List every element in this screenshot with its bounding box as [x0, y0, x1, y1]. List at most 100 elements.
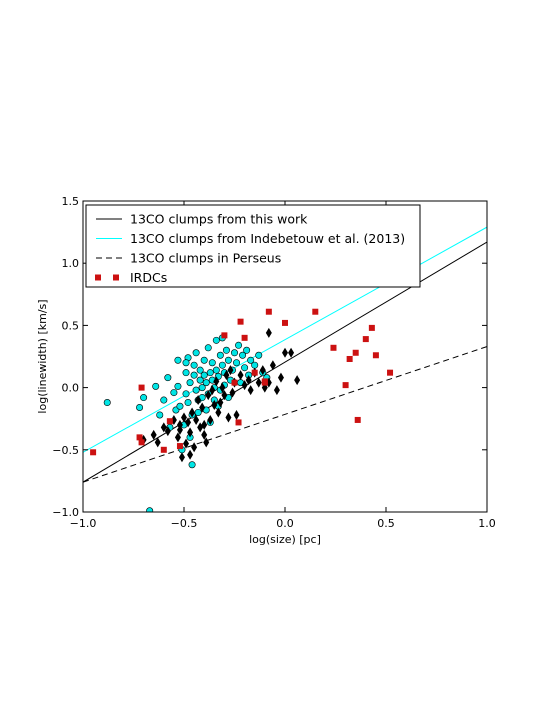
cyan-circle-point — [192, 349, 200, 357]
cyan-circle-point — [140, 394, 148, 402]
black-diamond-point — [213, 376, 220, 387]
y-tick-label: −0.5 — [52, 444, 79, 457]
black-diamond-point — [191, 442, 198, 453]
x-tick-label: −1.0 — [70, 517, 97, 530]
irdc-square-point — [282, 319, 288, 326]
cyan-circle-point — [222, 346, 230, 354]
legend-label: 13CO clumps in Perseus — [130, 251, 281, 266]
cyan-circle-point — [251, 361, 259, 369]
black-diamond-point — [176, 424, 183, 435]
irdc-square-point — [160, 446, 167, 453]
y-tick-label: 0.5 — [62, 319, 80, 332]
black-diamond-point — [160, 422, 167, 433]
black-diamond-point — [269, 360, 276, 371]
x-tick-label: 0.0 — [276, 517, 294, 530]
irdc-square-point — [237, 318, 244, 325]
black-diamond-point — [277, 372, 284, 383]
black-diamond-point — [241, 380, 248, 391]
legend-label: IRDCs — [130, 270, 167, 285]
black-diamond-point — [233, 409, 240, 420]
cyan-circle-point — [208, 359, 216, 367]
black-diamond-point — [282, 347, 288, 358]
cyan-circle-point — [198, 384, 206, 392]
data-points — [90, 308, 394, 512]
cyan-circle-point — [174, 356, 182, 364]
cyan-circle-point — [176, 402, 184, 410]
legend-label: 13CO clumps from this work — [130, 212, 308, 227]
cyan-circle-point — [247, 356, 255, 364]
black-diamond-point — [229, 387, 236, 398]
irdc-square-point — [166, 418, 173, 425]
cyan-circle-point — [231, 349, 239, 357]
cyan-circle-point — [255, 351, 263, 359]
cyan-circle-point — [152, 382, 160, 390]
cyan-circle-point — [212, 366, 220, 374]
cyan-circle-point — [146, 507, 154, 512]
irdc-square-point — [265, 308, 272, 315]
black-diamond-point — [187, 449, 194, 460]
irdc-square-point — [221, 332, 228, 339]
black-diamond-point — [193, 414, 200, 425]
black-diamond-point — [227, 365, 234, 376]
legend-label: 13CO clumps from Indebetouw et al. (2013… — [130, 231, 405, 246]
irdc-square-point — [354, 416, 361, 423]
irdc-square-point — [176, 443, 183, 450]
black-diamond-point — [215, 407, 222, 418]
cyan-circle-point — [188, 461, 196, 469]
black-diamond-point — [288, 347, 295, 358]
x-tick-label: 0.5 — [377, 517, 395, 530]
irdc-square-point — [362, 336, 369, 343]
cyan-circle-point — [136, 404, 144, 412]
black-diamond-point — [273, 385, 280, 396]
black-diamond-point — [201, 419, 208, 430]
irdc-square-point — [231, 379, 238, 386]
irdc-square-point — [330, 344, 337, 351]
black-diamond-point — [207, 414, 214, 425]
cyan-circle-point — [164, 374, 172, 382]
irdc-square-point — [372, 352, 379, 359]
black-diamond-point — [185, 417, 192, 428]
axis-ticks: −1.0 −0.5 0.0 0.5 1.0 −1.0 −0.5 0.0 0.5 1.0 1.5 — [52, 195, 495, 530]
cyan-circle-point — [194, 408, 202, 416]
irdc-square-point — [235, 419, 242, 426]
y-axis-label: log(linewidth) [km/s] — [36, 299, 49, 413]
cyan-circle-point — [190, 361, 198, 369]
black-diamond-point — [164, 426, 171, 437]
black-diamond-point — [209, 385, 216, 396]
cyan-circle-point — [241, 364, 249, 372]
cyan-circle-point — [243, 346, 251, 354]
cyan-circle-point — [235, 341, 243, 349]
cyan-circle-point — [200, 371, 208, 379]
black-diamond-point — [211, 400, 218, 411]
black-diamond-point — [203, 437, 210, 448]
cyan-circle-point — [196, 366, 204, 374]
cyan-circle-point — [182, 359, 190, 367]
black-diamond-point — [217, 397, 224, 408]
cyan-circle-point — [192, 386, 200, 394]
x-axis-label: log(size) [pc] — [249, 533, 321, 546]
black-diamond-point — [255, 377, 262, 388]
cyan-circle-point — [200, 356, 208, 364]
black-diamond-point — [205, 390, 212, 401]
cyan-circle-point — [160, 396, 168, 404]
black-diamond-point — [219, 382, 226, 393]
black-diamond-point — [259, 365, 266, 376]
black-diamond-point — [237, 370, 244, 381]
x-tick-label: 1.0 — [478, 517, 496, 530]
black-diamond-point — [294, 375, 301, 386]
black-diamond-point — [150, 429, 157, 440]
irdc-square-point — [138, 384, 145, 391]
cyan-circle-point — [186, 379, 194, 387]
irdc-square-point — [346, 355, 353, 362]
cyan-circle-point — [103, 399, 111, 407]
cyan-circle-point — [190, 371, 198, 379]
black-diamond-point — [245, 375, 252, 386]
cyan-circle-point — [204, 344, 212, 352]
irdc-square-point — [387, 369, 394, 376]
black-diamond-point — [223, 370, 230, 381]
irdc-square-point — [342, 382, 349, 389]
cyan-circle-point — [182, 369, 190, 377]
cyan-circle-point — [224, 356, 232, 364]
y-tick-label: 1.0 — [62, 257, 80, 270]
cyan-circle-point — [170, 389, 178, 397]
